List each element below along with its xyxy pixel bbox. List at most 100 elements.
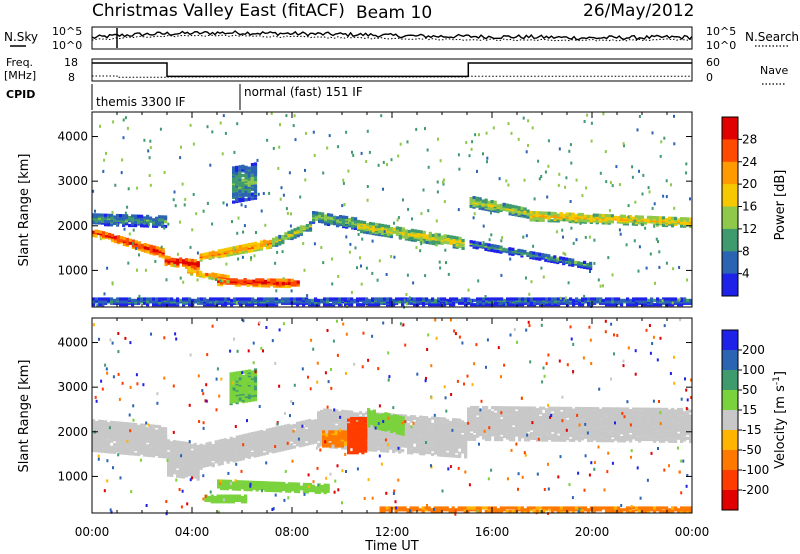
data-cell	[345, 225, 349, 229]
scatter-cell	[345, 130, 348, 134]
scatter-cell	[421, 240, 424, 244]
scatter-cell	[678, 297, 681, 301]
scatter-cell	[482, 152, 484, 156]
data-cell	[238, 248, 242, 252]
data-cell	[98, 419, 102, 423]
data-cell	[244, 193, 248, 197]
scatter-cell	[288, 171, 291, 175]
scatter-cell	[439, 159, 442, 163]
data-cell	[258, 278, 262, 282]
scatter-cell	[584, 235, 587, 239]
data-cell	[208, 273, 212, 277]
data-cell	[431, 452, 435, 457]
scatter-cell	[486, 160, 488, 164]
data-cell	[253, 164, 258, 168]
data-cell	[253, 454, 257, 458]
scatter-cell	[442, 180, 444, 184]
data-cell	[484, 242, 488, 246]
data-cell	[188, 297, 192, 301]
data-cell	[437, 238, 441, 242]
data-cell	[318, 215, 322, 219]
data-cell	[287, 233, 291, 237]
data-cell	[443, 301, 447, 305]
data-cell	[238, 171, 242, 175]
data-cell	[229, 246, 233, 250]
data-cell	[250, 249, 255, 253]
data-cell	[562, 256, 566, 261]
data-cell	[128, 422, 132, 426]
data-cell	[511, 204, 515, 208]
scatter-cell	[143, 138, 146, 142]
data-cell	[413, 234, 417, 238]
data-cell	[235, 456, 239, 461]
data-cell	[250, 244, 255, 248]
scatter-cell	[240, 203, 243, 207]
data-cell	[137, 241, 141, 245]
data-cell	[284, 278, 288, 282]
scatter-cell	[641, 192, 644, 196]
scatter-cell	[215, 278, 217, 281]
data-cell	[359, 297, 363, 301]
scatter-cell	[222, 114, 225, 118]
data-cell	[345, 219, 349, 223]
data-cell	[202, 461, 206, 465]
data-cell	[449, 433, 453, 437]
data-cell	[208, 276, 212, 280]
data-cell	[253, 193, 258, 197]
scatter-cell	[102, 303, 105, 307]
data-cell	[152, 247, 156, 251]
data-cell	[235, 187, 239, 191]
data-cell	[250, 245, 255, 249]
data-cell	[380, 297, 384, 301]
data-cell	[92, 219, 96, 223]
data-cell	[152, 223, 156, 227]
data-cell	[601, 213, 605, 218]
data-cell	[583, 265, 587, 269]
data-cell	[389, 413, 393, 417]
data-cell	[259, 247, 264, 251]
data-cell	[211, 272, 215, 276]
data-cell	[437, 233, 441, 237]
data-cell	[119, 236, 124, 240]
scatter-cell	[427, 165, 430, 169]
data-cell	[452, 240, 456, 244]
scatter-cell	[672, 267, 675, 271]
scatter-cell	[562, 235, 564, 239]
scatter-cell	[383, 230, 386, 234]
data-cell	[320, 433, 324, 437]
data-cell	[499, 250, 503, 254]
scatter-cell	[563, 299, 566, 302]
data-cell	[110, 420, 114, 424]
data-cell	[589, 261, 593, 265]
scatter-cell	[265, 243, 268, 247]
data-cell	[238, 246, 242, 250]
data-cell	[595, 213, 599, 217]
scatter-cell	[485, 131, 488, 135]
data-cell	[568, 259, 572, 263]
data-cell	[365, 297, 369, 301]
scatter-cell	[357, 233, 360, 236]
scatter-cell	[160, 245, 163, 249]
data-cell	[611, 303, 615, 307]
data-cell	[347, 297, 351, 301]
data-cell	[277, 425, 281, 430]
data-cell	[155, 216, 159, 220]
data-cell	[311, 298, 315, 302]
data-cell	[161, 220, 165, 224]
scatter-cell	[290, 212, 292, 216]
data-cell	[131, 217, 135, 221]
cpid-segment-1: themis 3300 IF	[96, 95, 186, 109]
data-cell	[256, 242, 261, 246]
data-cell	[371, 222, 376, 226]
data-cell	[228, 278, 232, 282]
data-cell	[562, 218, 566, 222]
data-cell	[321, 217, 325, 221]
scatter-cell	[385, 273, 388, 276]
scatter-cell	[670, 183, 672, 187]
data-cell	[202, 273, 206, 277]
data-cell	[220, 254, 224, 258]
data-cell	[541, 256, 545, 260]
data-cell	[158, 220, 162, 224]
data-cell	[137, 244, 141, 248]
data-cell	[245, 297, 249, 301]
